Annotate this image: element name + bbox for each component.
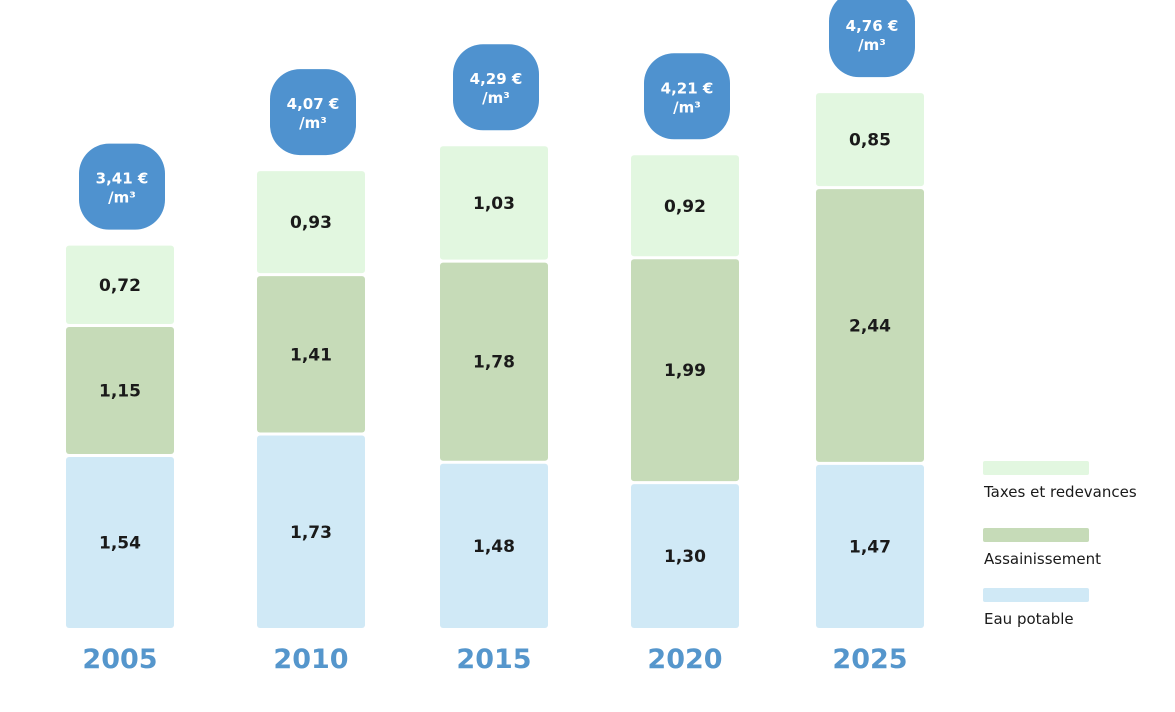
total-value-label: 3,41 € <box>96 170 149 188</box>
bar-segment-eau-potable <box>631 484 739 628</box>
legend-label: Eau potable <box>984 610 1074 628</box>
data-label: 1,48 <box>473 537 515 557</box>
total-badge <box>453 44 539 131</box>
legend-swatch <box>983 528 1089 542</box>
data-label: 1,47 <box>849 537 891 557</box>
legend-item-eau-potable: Eau potable <box>983 588 1089 628</box>
legend-label: Assainissement <box>984 550 1101 568</box>
bar-segment-eau-potable <box>66 456 174 628</box>
bar-segment-taxes-et-redevances <box>257 171 365 274</box>
data-label: 2,44 <box>849 317 891 337</box>
data-label: 1,15 <box>99 382 141 402</box>
category-label: 2025 <box>832 644 907 675</box>
total-value-label: 4,76 € <box>846 17 899 35</box>
data-label: 0,93 <box>290 213 332 233</box>
bar-segment-taxes-et-redevances <box>66 245 174 325</box>
bar-stack-2015: 1,48 1,78 1,03 4,29 €/m³ 2015 <box>440 44 548 675</box>
category-label: 2005 <box>82 644 157 675</box>
total-value-label: 4,29 € <box>470 70 523 88</box>
total-badge <box>644 53 730 140</box>
category-label: 2010 <box>273 644 348 675</box>
legend-swatch <box>983 461 1089 475</box>
data-label: 0,85 <box>849 131 891 151</box>
bar-segment-eau-potable <box>440 463 548 628</box>
total-badge <box>270 69 356 156</box>
legend-item-assainissement: Assainissement <box>983 528 1101 568</box>
data-label: 1,54 <box>99 533 141 553</box>
bar-stack-2020: 1,30 1,99 0,92 4,21 €/m³ 2020 <box>631 53 739 675</box>
bar-segment-taxes-et-redevances <box>816 93 924 187</box>
total-value-label: 4,07 € <box>287 95 340 113</box>
category-label: 2015 <box>456 644 531 675</box>
bar-segment-eau-potable <box>257 435 365 628</box>
bar-segment-taxes-et-redevances <box>440 146 548 260</box>
total-unit-label: /m³ <box>673 98 701 116</box>
total-unit-label: /m³ <box>108 189 136 207</box>
legend-label: Taxes et redevances <box>983 483 1137 501</box>
bar-stack-2005: 1,54 1,15 0,72 3,41 €/m³ 2005 <box>66 143 174 675</box>
total-value-label: 4,21 € <box>661 79 714 97</box>
legend-item-taxes-et-redevances: Taxes et redevances <box>983 461 1137 501</box>
total-badge <box>829 0 915 78</box>
total-badge <box>79 143 165 230</box>
legend: Taxes et redevances Assainissement Eau pot… <box>983 461 1137 628</box>
bar-segment-assainissement <box>440 262 548 461</box>
total-unit-label: /m³ <box>858 36 886 54</box>
data-label: 1,30 <box>664 547 706 567</box>
bar-segment-assainissement <box>257 276 365 433</box>
bar-stack-2025: 1,47 2,44 0,85 4,76 €/m³ 2025 <box>816 0 924 675</box>
total-unit-label: /m³ <box>482 89 510 107</box>
data-label: 0,92 <box>664 197 706 217</box>
bar-segment-assainissement <box>631 259 739 482</box>
total-unit-label: /m³ <box>299 114 327 132</box>
data-label: 1,99 <box>664 361 706 381</box>
bar-stack-2010: 1,73 1,41 0,93 4,07 €/m³ 2010 <box>257 69 365 675</box>
data-label: 1,03 <box>473 194 515 214</box>
bar-segment-assainissement <box>66 327 174 454</box>
bar-segment-taxes-et-redevances <box>631 155 739 257</box>
data-label: 1,73 <box>290 523 332 543</box>
bar-segment-eau-potable <box>816 464 924 628</box>
bar-segment-assainissement <box>816 189 924 462</box>
legend-swatch <box>983 588 1089 602</box>
data-label: 1,41 <box>290 345 332 365</box>
bars-layer: 1,541,150,723,41 €/m³20051,731,410,934,0… <box>66 0 924 675</box>
data-label: 0,72 <box>99 276 141 296</box>
category-label: 2020 <box>647 644 722 675</box>
data-label: 1,78 <box>473 353 515 373</box>
